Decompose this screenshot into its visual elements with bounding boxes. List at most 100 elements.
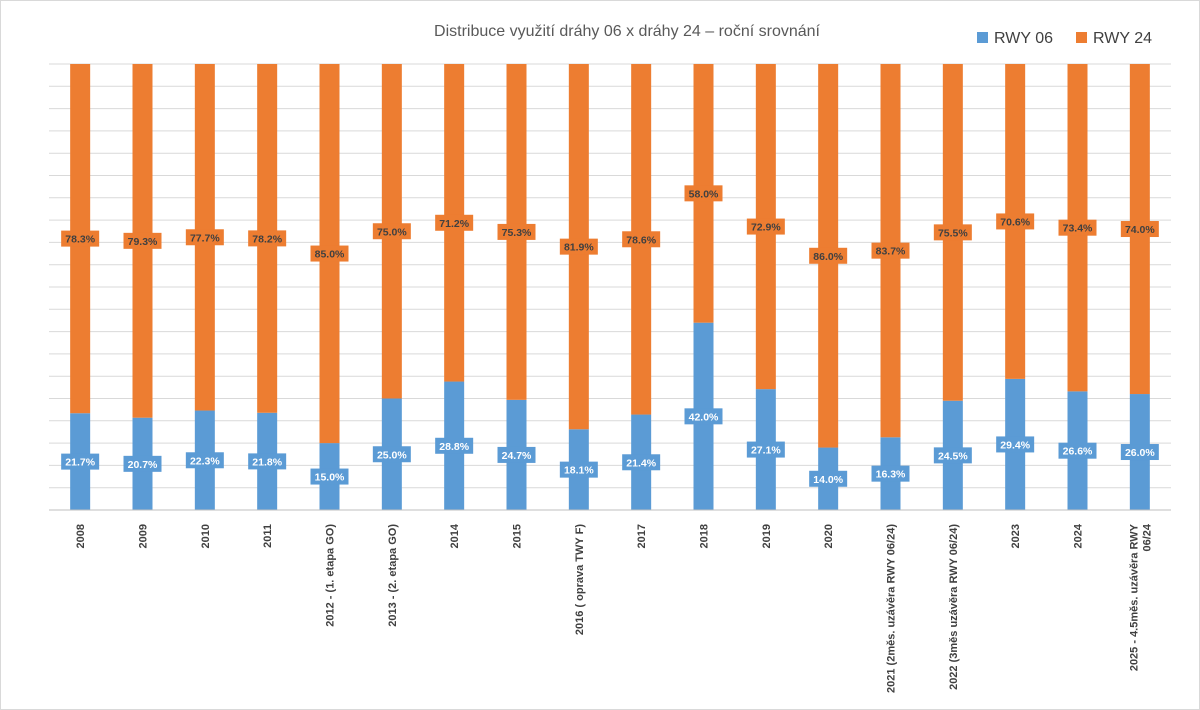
category-label-text: 2015 [512,524,524,548]
label-rwy06-box [809,470,848,487]
label-rwy24-text: 75.5% [938,227,968,239]
category-label: 2013 - (2. etapa GO) [387,524,399,627]
label-rwy06-box [497,446,536,463]
category-label-text: 2020 [823,524,835,548]
category-label-text: 2016 ( oprava TWY F) [574,524,586,635]
label-rwy24: 71.2% [435,214,474,231]
label-rwy24-box [871,242,910,259]
label-rwy06-text: 14.0% [813,474,843,486]
label-rwy06-box [684,408,723,425]
label-rwy06: 29.4% [996,436,1035,453]
gridlines [49,63,1171,489]
legend-item: RWY 24 [1076,30,1152,47]
label-rwy06-text: 16.3% [876,469,906,481]
label-rwy06: 26.0% [1120,444,1159,461]
label-rwy06-text: 20.7% [128,459,158,471]
category-label: 2019 [761,524,773,548]
label-rwy06-text: 24.5% [938,450,968,462]
label-rwy24-box [372,223,411,240]
label-rwy24: 78.6% [622,231,661,248]
label-rwy24-text: 58.0% [689,188,719,200]
label-rwy06: 18.1% [559,461,598,478]
label-rwy06-box [372,446,411,463]
label-rwy24-text: 75.0% [377,226,407,238]
legend-item: RWY 06 [977,30,1053,47]
label-rwy06-box [559,461,598,478]
label-rwy06-text: 26.6% [1063,446,1093,458]
label-rwy06: 16.3% [871,465,910,482]
label-rwy06-text: 18.1% [564,465,594,477]
label-rwy06-box [248,453,287,470]
label-rwy06-text: 21.8% [252,456,282,468]
label-rwy24-text: 74.0% [1125,224,1155,236]
category-label: 2008 [75,524,87,548]
label-rwy24-box [684,185,723,202]
label-rwy24-box [435,214,474,231]
label-rwy06: 14.0% [809,470,848,487]
label-rwy06: 24.7% [497,446,536,463]
category-label-text: 2021 (2měs. uzávěra RWY 06/24) [886,524,898,693]
label-rwy06-text: 24.7% [502,450,532,462]
label-rwy24-text: 71.2% [439,218,469,230]
category-label: 2017 [636,524,648,548]
label-rwy06-box [933,447,972,464]
label-rwy06-text: 25.0% [377,449,407,461]
label-rwy06: 42.0% [684,408,723,425]
label-rwy06-text: 42.0% [689,411,719,423]
category-label: 2009 [138,524,150,548]
label-rwy06: 21.8% [248,453,287,470]
label-rwy06-text: 22.3% [190,455,220,467]
category-label-text: 2013 - (2. etapa GO) [387,524,399,627]
legend-swatch [977,32,988,43]
label-rwy24-text: 79.3% [128,236,158,248]
label-rwy24: 85.0% [310,245,349,262]
category-label-text: 2022 (3měs uzávěra RWY 06/24) [948,524,960,690]
label-rwy24-box [622,231,661,248]
label-rwy06-box [1058,442,1097,459]
bars: 21.7% 78.3% 20.7% 79.3% 22.3% 77.7% 21.8% 78.2%… [61,64,1159,510]
label-rwy24: 74.0% [1120,221,1159,238]
label-rwy24: 73.4% [1058,219,1097,236]
label-rwy06: 21.4% [622,454,661,471]
label-rwy24: 79.3% [123,232,162,249]
label-rwy06-box [746,441,785,458]
label-rwy24-box [123,232,162,249]
label-rwy24-box [185,229,224,246]
label-rwy06-text: 28.8% [439,441,469,453]
label-rwy06-text: 26.0% [1125,447,1155,459]
category-label-text: 2017 [636,524,648,548]
label-rwy06-box [871,465,910,482]
label-rwy24: 72.9% [746,218,785,235]
category-label: 2012 - (1. etapa GO) [325,524,337,627]
category-label: 2016 ( oprava TWY F) [574,524,586,635]
label-rwy24-text: 78.6% [626,234,656,246]
label-rwy24-box [746,218,785,235]
label-rwy24-text: 83.7% [876,246,906,258]
label-rwy24-box [1120,221,1159,238]
label-rwy24-box [61,230,100,247]
category-label-text: 2019 [761,524,773,548]
label-rwy24-text: 81.9% [564,242,594,254]
legend-label: RWY 24 [1093,30,1152,47]
label-rwy24: 77.7% [185,229,224,246]
category-label-text: 2009 [138,524,150,548]
label-rwy06: 25.0% [372,446,411,463]
category-label: 2018 [699,524,711,548]
label-rwy06: 20.7% [123,455,162,472]
category-label: 2010 [200,524,212,548]
label-rwy24: 86.0% [809,247,848,264]
label-rwy24: 75.5% [933,224,972,241]
category-label-text: 2024 [1073,523,1085,548]
label-rwy24: 75.3% [497,223,536,240]
label-rwy06-text: 21.4% [626,457,656,469]
label-rwy06: 24.5% [933,447,972,464]
category-label: 2022 (3měs uzávěra RWY 06/24) [948,524,960,690]
label-rwy06-box [185,452,224,469]
category-label: 2020 [823,524,835,548]
label-rwy24-text: 85.0% [315,249,345,261]
label-rwy06-text: 27.1% [751,445,781,457]
category-label-text: 06/24 [1141,523,1153,551]
label-rwy24-text: 86.0% [813,251,843,263]
label-rwy06: 15.0% [310,468,349,485]
